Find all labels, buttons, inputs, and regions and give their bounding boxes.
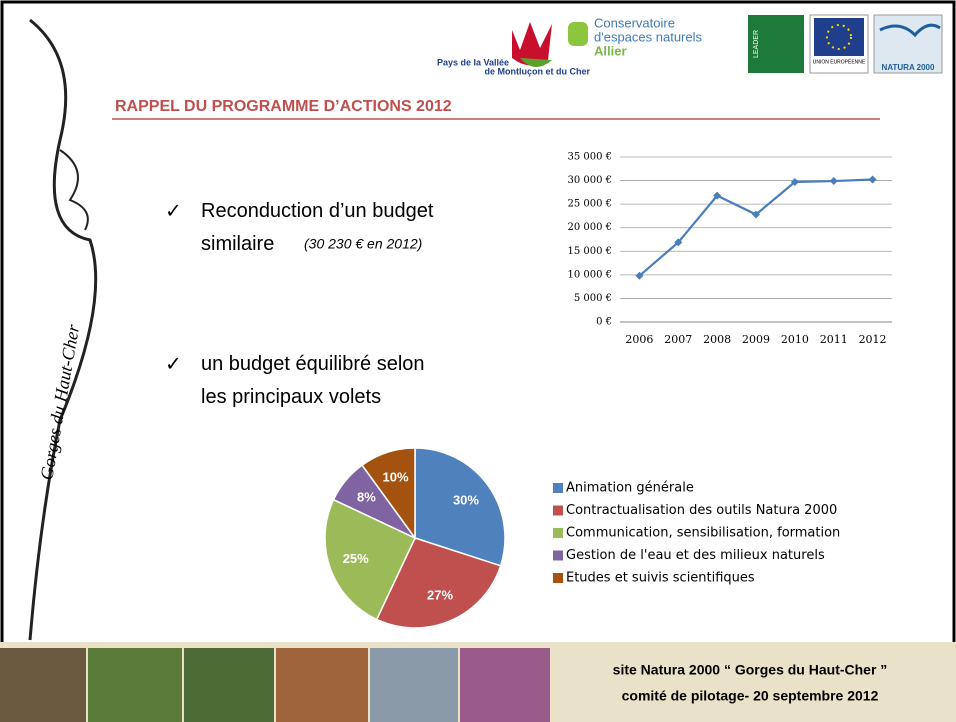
data-label: 25%: [343, 551, 369, 566]
logo: [520, 58, 552, 68]
logo: [826, 24, 852, 50]
logo-text: UNION EUROPÉENNE: [813, 58, 866, 65]
x-tick-label: 2008: [703, 333, 731, 346]
decoration: [28, 18, 98, 641]
legend-swatch: [553, 483, 563, 493]
logo-text: de Montluçon et du Cher: [485, 66, 591, 76]
photo: [88, 648, 182, 722]
photo: [184, 648, 274, 722]
photo: [0, 648, 86, 722]
data-label: 30%: [453, 492, 479, 507]
legend-swatch: [553, 528, 563, 538]
photo: [460, 648, 550, 722]
legend-label: Gestion de l'eau et des milieux naturels: [566, 548, 825, 563]
logo-text: Conservatoire: [594, 15, 675, 30]
legend-label: Animation générale: [566, 481, 694, 496]
bullet-mark: ✓: [165, 353, 182, 375]
x-tick-label: 2010: [781, 333, 809, 346]
logo: [568, 22, 588, 46]
logo-text: Allier: [594, 43, 627, 58]
x-tick-label: 2006: [625, 333, 653, 346]
legend-label: Contractualisation des outils Natura 200…: [566, 503, 837, 518]
pie-slice: [361, 447, 416, 541]
x-tick-label: 2007: [664, 333, 692, 346]
point-marker: [868, 175, 877, 184]
point-marker: [829, 177, 838, 186]
bullet-text: Reconduction d’un budget similaire: [201, 200, 434, 255]
data-label: 10%: [383, 470, 409, 485]
point-marker: [635, 271, 644, 280]
y-tick-label: 15 000 €: [567, 246, 612, 257]
logo: [814, 18, 864, 56]
x-tick-label: 2011: [820, 333, 848, 346]
footer-text: comité de pilotage- 20 septembre 2012: [622, 688, 879, 704]
footer-text: site Natura 2000 “ Gorges du Haut-Cher ”: [613, 662, 888, 678]
logo: [512, 22, 552, 66]
x-tick-label: 2012: [859, 333, 887, 346]
x-tick-label: 2009: [742, 333, 770, 346]
logo-text: NATURA 2000: [882, 63, 935, 72]
logo-text: LEADER: [753, 30, 760, 58]
bullet-mark: ✓: [165, 200, 182, 222]
logo-text: d'espaces naturels: [594, 29, 702, 44]
decoration: [59, 149, 89, 231]
y-tick-label: 5 000 €: [574, 293, 612, 304]
y-tick-label: 10 000 €: [567, 269, 612, 280]
point-marker: [790, 177, 799, 186]
data-label: 27%: [427, 587, 453, 602]
point-marker: [713, 191, 722, 200]
y-tick-label: 30 000 €: [567, 175, 612, 186]
legend-label: Communication, sensibilisation, formatio…: [566, 526, 840, 541]
y-tick-label: 35 000 €: [567, 152, 612, 163]
title: RAPPEL DU PROGRAMME D’ACTIONS 2012: [115, 98, 452, 115]
logo: [748, 15, 804, 73]
point-marker: [674, 238, 683, 247]
photo: [276, 648, 368, 722]
pie-slice: [414, 447, 506, 567]
legend-swatch: [553, 573, 563, 583]
bullet-note: (30 230 € en 2012): [304, 236, 422, 252]
bullet-text: un budget équilibré selon les principaux …: [201, 353, 425, 408]
legend-label: Etudes et suivis scientifiques: [566, 571, 755, 586]
photo: [370, 648, 458, 722]
y-tick-label: 0 €: [596, 317, 612, 328]
pie-slice: [324, 498, 416, 621]
data-label: 8%: [357, 489, 376, 504]
point-marker: [752, 210, 760, 219]
y-tick-label: 25 000 €: [567, 199, 612, 210]
logo-text: Pays de la Vallée: [437, 57, 509, 67]
legend-swatch: [553, 505, 563, 516]
pie-slice: [375, 537, 502, 629]
legend-swatch: [553, 550, 563, 561]
y-tick-label: 20 000 €: [567, 222, 612, 233]
logo: [879, 23, 941, 38]
